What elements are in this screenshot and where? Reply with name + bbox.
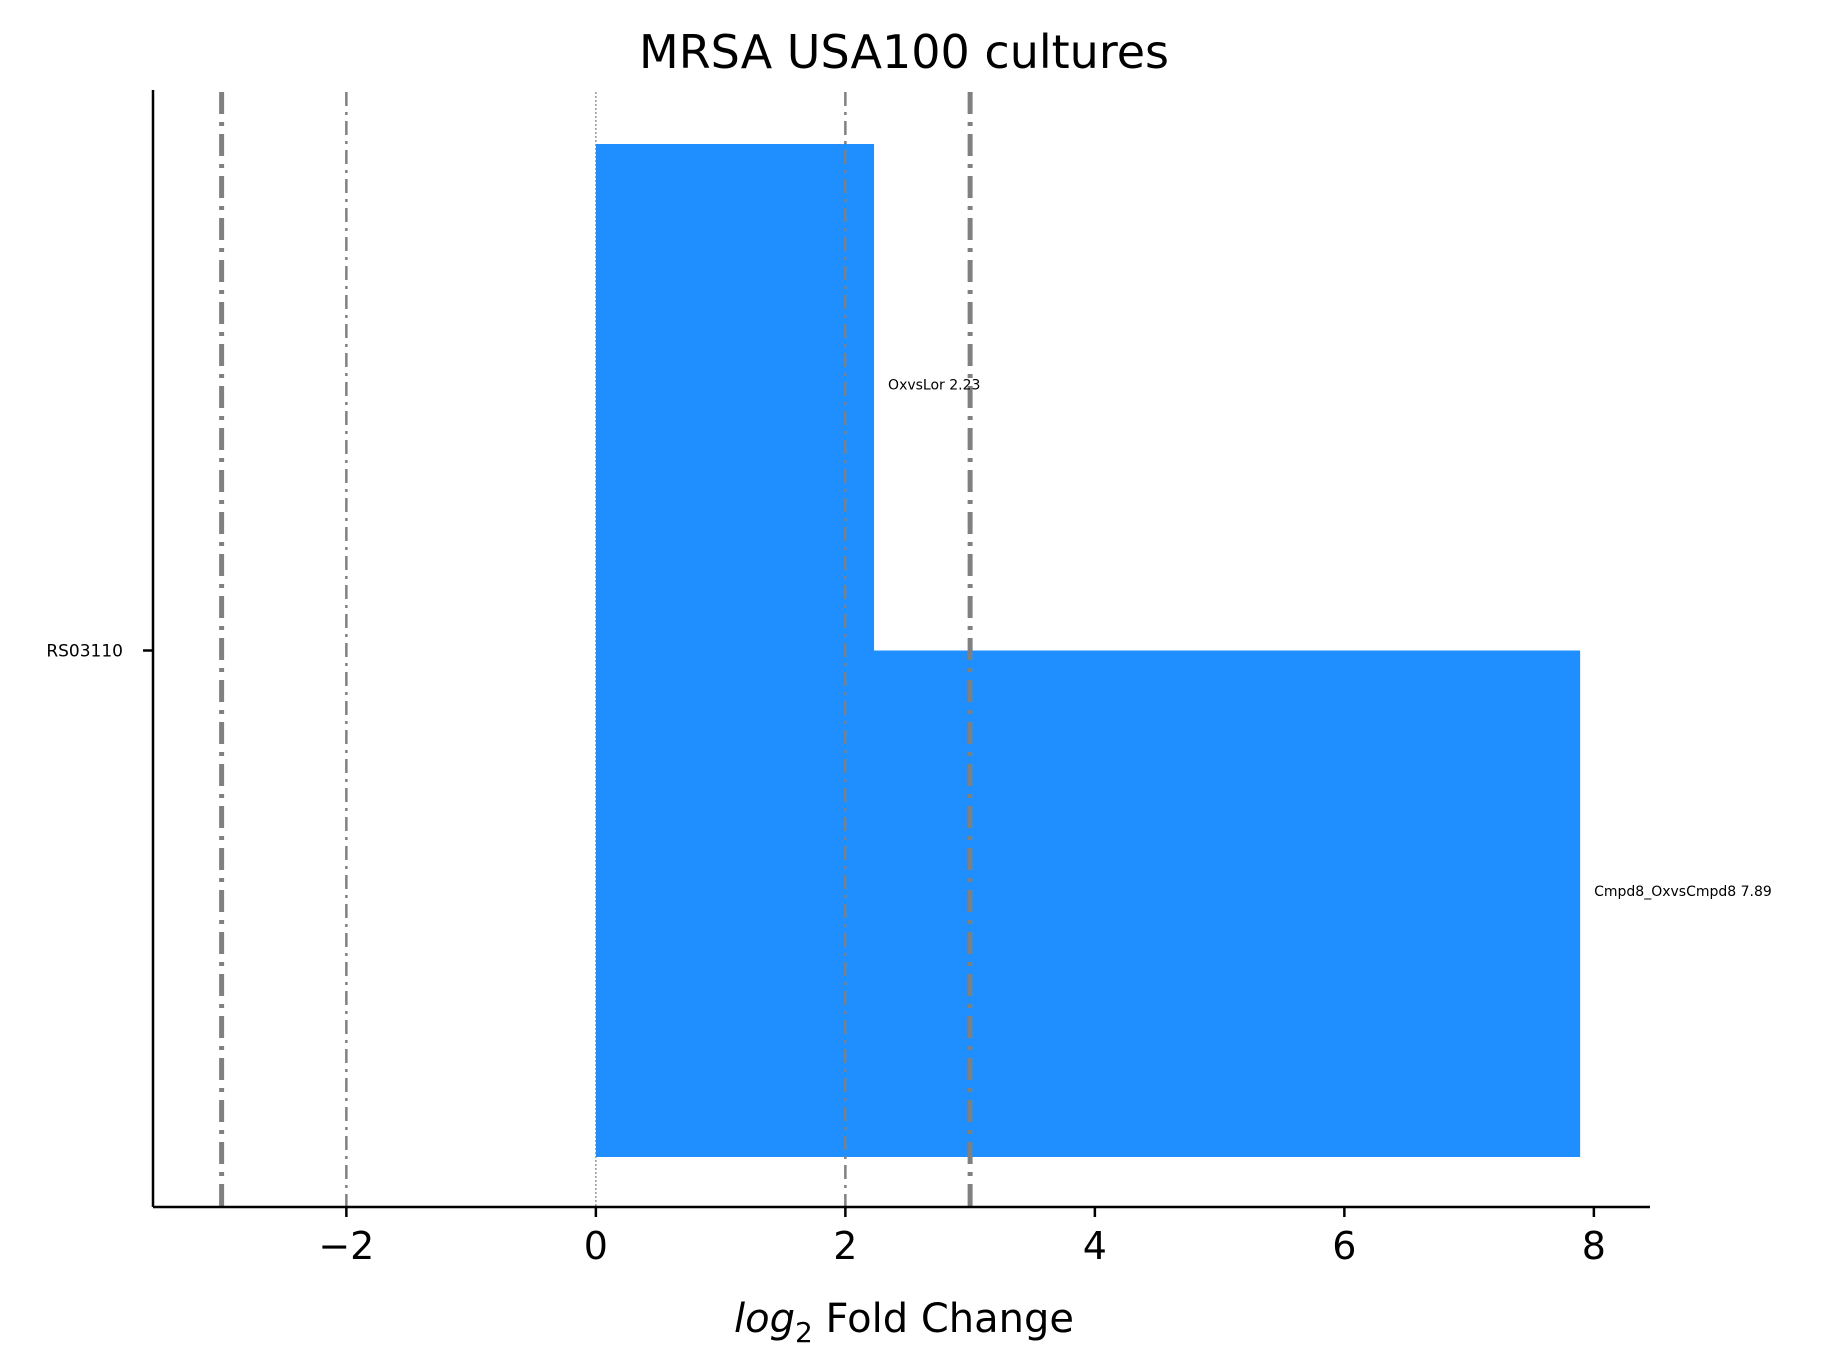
bars-group bbox=[595, 144, 1581, 1157]
chart-title: MRSA USA100 cultures bbox=[639, 25, 1169, 79]
y-ticks-group: RS03110 bbox=[46, 642, 153, 662]
x-tick-label-4: 6 bbox=[1332, 1224, 1356, 1268]
x-axis-label-text: Fold Change bbox=[813, 1296, 1074, 1342]
x-tick-label-1: 0 bbox=[584, 1224, 608, 1268]
bar-label-cmpd8-oxvscmpd8: Cmpd8_OxvsCmpd8 7.89 bbox=[1594, 884, 1772, 900]
x-ticks-group: −2 0 2 4 6 8 bbox=[318, 1207, 1606, 1268]
x-axis-label: log2 Fold Change bbox=[734, 1296, 1074, 1349]
bar-labels-group: OxvsLor 2.23 Cmpd8_OxvsCmpd8 7.89 bbox=[888, 377, 1772, 900]
axes-group bbox=[151, 90, 1650, 1209]
reference-lines-group bbox=[219, 92, 973, 1207]
x-tick-label-5: 8 bbox=[1582, 1224, 1606, 1268]
x-tick-label-3: 4 bbox=[1083, 1224, 1107, 1268]
x-tick-label-2: 2 bbox=[833, 1224, 857, 1268]
bar-cmpd8-oxvscmpd8 bbox=[595, 650, 1581, 1157]
x-axis-label-subscript: 2 bbox=[795, 1316, 813, 1349]
bar-label-oxvslor: OxvsLor 2.23 bbox=[888, 377, 980, 393]
bar-oxvslor bbox=[595, 144, 875, 651]
y-tick-label-0: RS03110 bbox=[46, 642, 123, 662]
x-tick-label-0: −2 bbox=[318, 1224, 374, 1268]
x-axis-label-math: log bbox=[734, 1296, 795, 1342]
